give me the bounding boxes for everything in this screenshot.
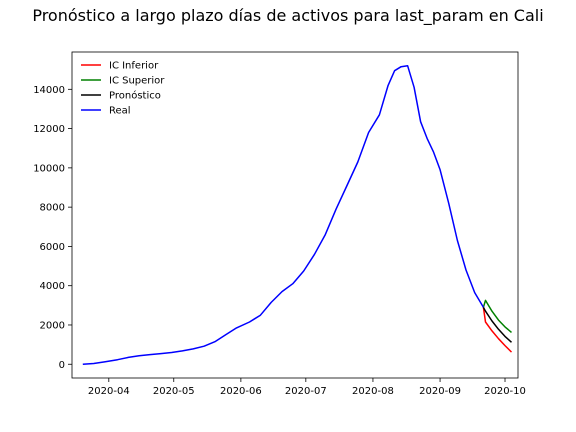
plot-area: [72, 52, 518, 378]
y-axis: 0 2000 4000 6000 8000 10000 12000 14000: [33, 85, 72, 371]
x-tick-label-4: 2020-08: [352, 386, 394, 397]
y-tick-label-2: 4000: [40, 281, 65, 292]
legend-label-1: IC Superior: [109, 76, 165, 87]
chart-title: Pronóstico a largo plazo días de activos…: [32, 6, 544, 25]
y-tick-label-3: 6000: [40, 242, 65, 253]
y-tick-label-0: 0: [59, 360, 65, 371]
legend-label-2: Pronóstico: [109, 90, 161, 102]
x-tick-label-5: 2020-09: [419, 386, 461, 397]
y-tick-label-5: 10000: [33, 163, 65, 174]
plot-lines: [82, 64, 513, 366]
x-tick-label-6: 2020-10: [484, 386, 526, 397]
series-line-3: [82, 64, 485, 366]
x-tick-label-0: 2020-04: [88, 386, 130, 397]
y-tick-label-1: 2000: [40, 320, 65, 331]
y-tick-label-7: 14000: [33, 85, 65, 96]
plot-frame: [71, 51, 519, 379]
series-line-0: [482, 307, 513, 353]
x-tick-label-2: 2020-06: [220, 386, 262, 397]
series-line-1: [482, 299, 512, 333]
legend: IC Inferior IC Superior Pronóstico Real: [81, 61, 165, 117]
y-tick-label-4: 8000: [40, 203, 65, 214]
y-tick-label-6: 12000: [33, 124, 65, 135]
legend-label-3: Real: [109, 106, 131, 117]
x-axis: 2020-04 2020-05 2020-06 2020-07 2020-08 2020-…: [88, 378, 526, 397]
legend-label-0: IC Inferior: [109, 61, 159, 72]
x-tick-label-3: 2020-07: [285, 386, 327, 397]
x-tick-label-1: 2020-05: [153, 386, 195, 397]
series-line-2: [482, 306, 513, 343]
